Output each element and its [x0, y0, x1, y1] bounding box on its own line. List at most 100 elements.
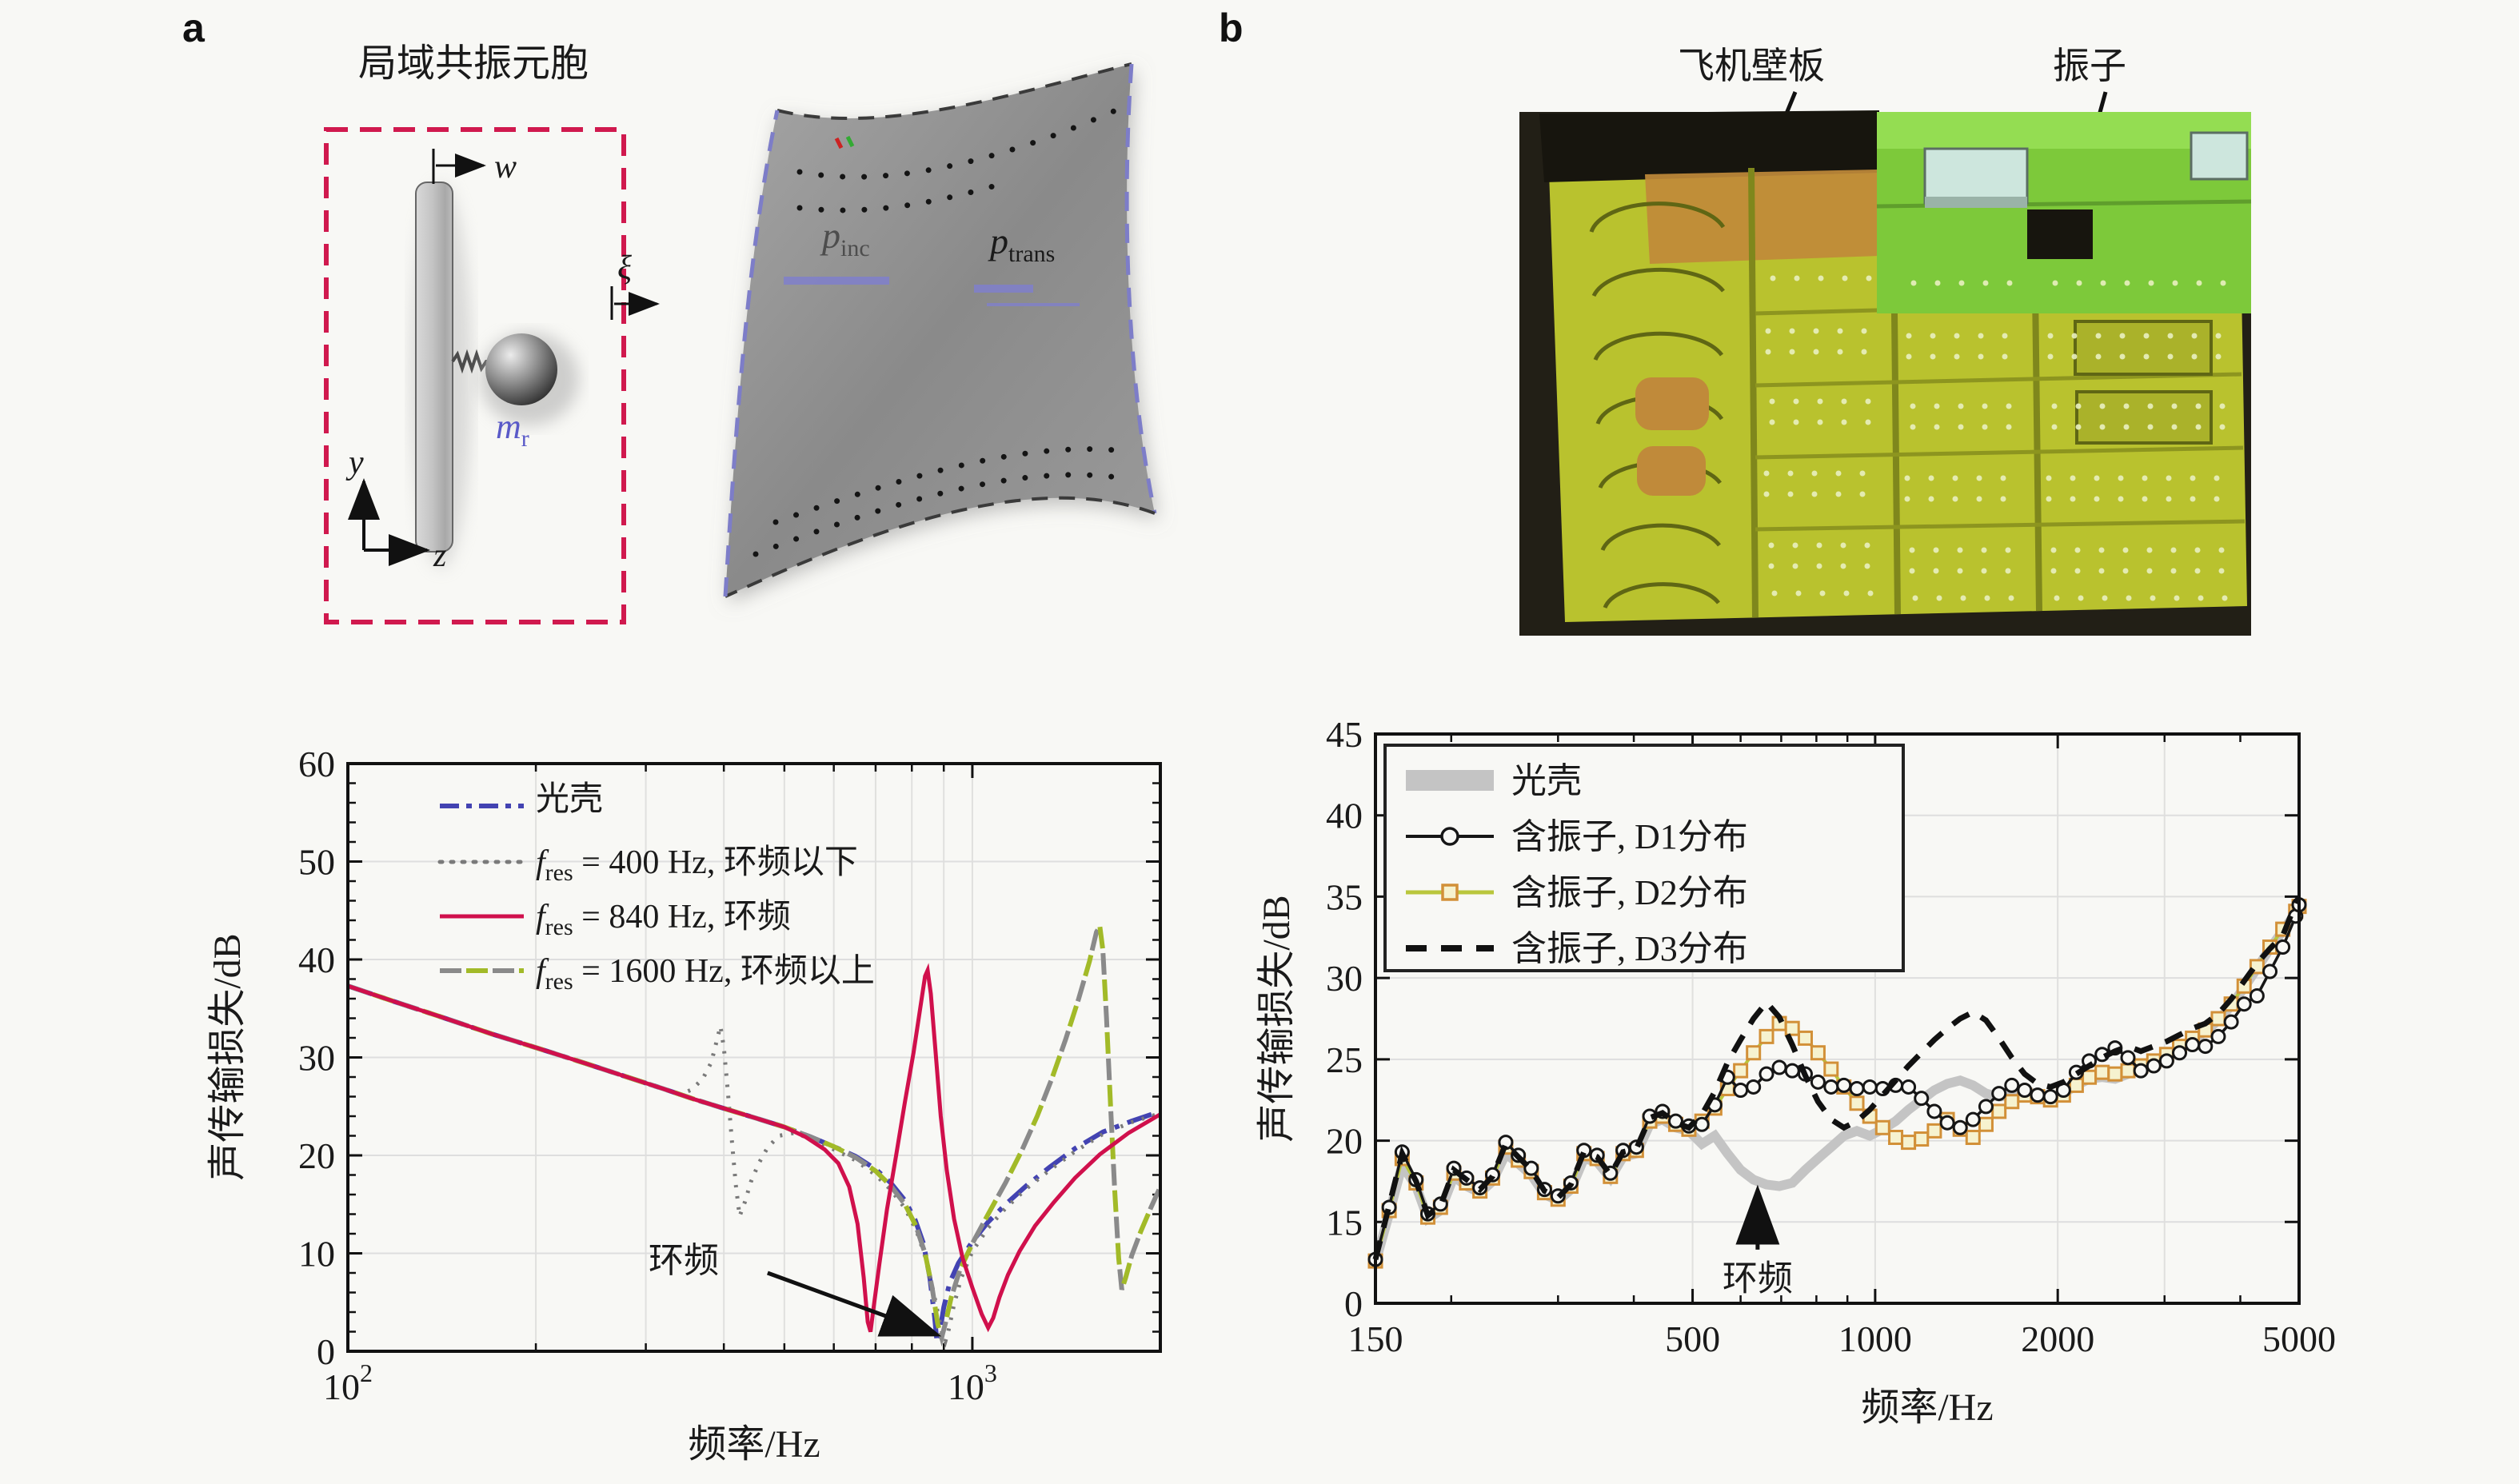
rivet-dot — [1982, 403, 1988, 409]
rivet-dot — [2190, 496, 2196, 502]
rivet-dot — [2198, 595, 2204, 601]
shell-top-edge — [776, 62, 1132, 120]
annotation-text: 环频 — [1723, 1259, 1793, 1298]
rivet-dot — [2050, 547, 2057, 553]
series-marker-circle — [1926, 1103, 1942, 1119]
rivet-dot — [2170, 568, 2177, 574]
rivet-dot — [2143, 353, 2150, 360]
rivet-dot — [2118, 475, 2124, 481]
series-marker-square — [2210, 1011, 2226, 1027]
x-tick-label: 103 — [948, 1358, 997, 1407]
series-marker-square — [2082, 1069, 2098, 1085]
series-marker-circle — [1952, 1119, 1968, 1135]
x-tick-label: 2000 — [2021, 1318, 2094, 1359]
legend-label-1600hz: fres = 1600 Hz, 环频以上 — [536, 953, 875, 995]
annotation: 环频 — [1723, 1184, 1793, 1298]
rivet-dot — [1934, 280, 1941, 286]
rivet-dot — [1928, 475, 1934, 481]
photo-fixture-highlight — [1877, 112, 2251, 149]
rivet-dot — [1765, 349, 1771, 355]
shell-right-edge — [1124, 63, 1157, 514]
series-marker-square — [1810, 1045, 1826, 1061]
series-marker-square — [1823, 1061, 1839, 1077]
rivet-dot — [1978, 353, 1984, 360]
rivet-dot — [2074, 568, 2081, 574]
rivet-dot — [1793, 398, 1799, 405]
rivet-dot — [1909, 568, 1915, 574]
series-marker-square — [2094, 1064, 2110, 1080]
resonator-mass — [485, 333, 557, 405]
legend-label-bare-shell: 光壳 — [536, 781, 603, 818]
rivet-dot — [2006, 424, 2012, 430]
x-axis-title: 频率/Hz — [688, 1423, 820, 1466]
rivet-dot — [2002, 333, 2008, 339]
series-marker-square — [1874, 1119, 1890, 1135]
rivet-dot — [2119, 333, 2126, 339]
series-marker-square — [1991, 1103, 2007, 1119]
rivet-dot — [2147, 424, 2154, 430]
series-marker-circle — [2004, 1077, 2020, 1093]
series-marker-square — [1965, 1130, 1981, 1146]
series-marker-circle — [2236, 996, 2252, 1012]
rivet-dot — [2147, 403, 2154, 409]
series-marker-square — [2120, 1063, 2136, 1079]
rivet-dot — [2142, 496, 2148, 502]
series-marker-circle — [2185, 1037, 2201, 1053]
series-marker-circle — [1746, 1079, 1762, 1095]
rivet-dot — [2122, 547, 2129, 553]
series-marker-circle — [1759, 1066, 1774, 1082]
photo-resonator-block — [1923, 147, 2029, 205]
red-mark-icon — [834, 137, 844, 150]
rivet-dot — [1765, 328, 1771, 334]
series-marker-square — [1914, 1131, 1930, 1147]
rivet-dot — [1861, 328, 1867, 334]
shell-left-edge — [723, 110, 780, 597]
series-marker-square — [1759, 1028, 1774, 1044]
rivet-dot — [2170, 547, 2177, 553]
photo-orange-patch-1 — [1635, 377, 1709, 430]
green-mark-icon — [845, 135, 855, 148]
photo-resonator-block-2 — [2190, 131, 2249, 181]
series-marker-circle — [2249, 988, 2265, 1004]
shell-bottom-edge — [725, 496, 1156, 598]
y-tick-label: 50 — [298, 842, 335, 883]
rivet-dot — [1816, 563, 1822, 569]
series-marker-circle — [2198, 1039, 2214, 1055]
rivet-dot — [1936, 595, 1942, 601]
rivet-dot — [2050, 568, 2057, 574]
rivet-dot — [2118, 496, 2124, 502]
series-marker-square — [1901, 1135, 1917, 1151]
y-tick-label: 0 — [317, 1331, 335, 1372]
rivet-dot — [2150, 595, 2156, 601]
series-marker-circle — [2146, 1058, 2162, 1074]
rivet-dot — [1843, 590, 1850, 596]
rivet-dot — [2146, 568, 2153, 574]
mass-label: mr — [496, 407, 529, 452]
rivet-dot — [2054, 595, 2060, 601]
series-marker-circle — [2120, 1050, 2136, 1066]
rivet-dot — [1933, 547, 1939, 553]
rivet-dot — [1910, 403, 1916, 409]
rivet-dot — [1864, 542, 1870, 549]
rivet-dot — [2099, 424, 2106, 430]
rivet-dot — [1770, 275, 1776, 281]
rivet-dot — [2074, 547, 2081, 553]
y-tick-label: 0 — [1344, 1283, 1363, 1324]
rivet-dot — [1792, 563, 1798, 569]
y-tick-label: 15 — [1326, 1202, 1363, 1243]
shell-surface — [725, 64, 1155, 596]
rivet-dot — [1859, 470, 1866, 477]
series-marker-circle — [2172, 1045, 2188, 1061]
rivet-dot — [1789, 349, 1795, 355]
rivet-dot — [1906, 333, 1912, 339]
series-marker-square — [1888, 1130, 1904, 1146]
rivet-dot — [1763, 491, 1770, 497]
rivet-dot — [1813, 349, 1819, 355]
y-axis-title: 声传输损失/dB — [206, 933, 249, 1180]
photo-resonator-base — [1925, 197, 2027, 208]
rivet-dot — [2095, 353, 2102, 360]
legend: 光壳 含振子, D1分布 含振子, D2分布 含振子, D3分布 — [1383, 744, 1905, 972]
aircraft-panel-photo: 飞机壁板 振子 — [1519, 46, 2252, 636]
rivet-dot — [1958, 403, 1964, 409]
rivet-dot — [2070, 475, 2076, 481]
